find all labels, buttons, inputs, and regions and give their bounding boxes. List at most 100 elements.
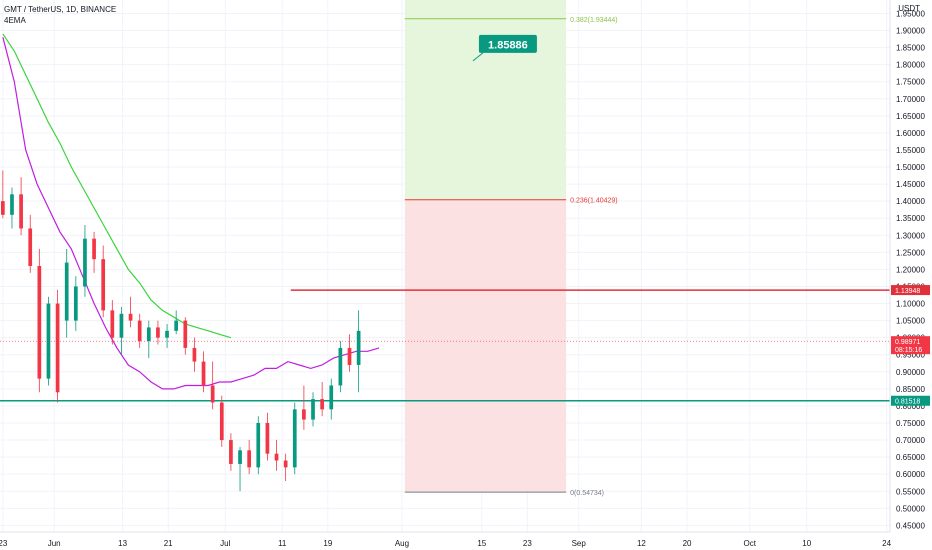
- fib-label: 0.382(1.93444): [570, 17, 617, 24]
- candle-body: [83, 238, 87, 287]
- candle-body: [292, 409, 297, 468]
- price-tick-label: 0.95000: [896, 351, 925, 360]
- price-tick-label: 1.10000: [896, 300, 925, 309]
- price-tick-label: 1.25000: [896, 248, 925, 257]
- price-tick-label: 0.55000: [896, 487, 925, 496]
- time-tick-label: 21: [164, 539, 173, 548]
- time-tick-label: 20: [683, 539, 692, 548]
- candle-body: [265, 422, 270, 454]
- time-tick-label: 13: [118, 539, 127, 548]
- horizontal-lines[interactable]: [0, 289, 890, 402]
- candle-body: [347, 347, 352, 365]
- ema-slow-line: [2, 33, 232, 339]
- candle-body: [210, 385, 215, 403]
- price-tick-label: 0.90000: [896, 368, 925, 377]
- time-tick-label: 15: [477, 539, 486, 548]
- target-pointer: [472, 52, 484, 62]
- time-tick-label: Sep: [572, 539, 587, 548]
- time-axis[interactable]: 23 Jun 13 21 Jul 11 19 Aug 15 23 Sep 12 20 Oct 10 24: [0, 531, 892, 548]
- candle-body: [156, 327, 160, 338]
- price-tick-label: 1.90000: [896, 27, 925, 36]
- candle-body: [73, 286, 78, 321]
- price-tick-label: 1.20000: [896, 265, 925, 274]
- symbol-title[interactable]: GMT / TetherUS, 1D, BINANCE: [4, 5, 117, 14]
- candle-body: [219, 402, 224, 441]
- reward-zone: [404, 0, 567, 200]
- candle-body: [37, 266, 42, 379]
- time-tick-label: Jun: [48, 539, 61, 548]
- risk-reward-zone[interactable]: [404, 0, 567, 493]
- time-tick-label: 11: [278, 539, 287, 548]
- candle-body: [119, 313, 124, 338]
- fib-label: 0.236(1.40429): [570, 198, 617, 205]
- candle-body: [165, 330, 169, 338]
- candle-body: [128, 313, 133, 321]
- indicator-label[interactable]: 4EMA: [4, 16, 26, 25]
- price-axis[interactable]: 1.95000 1.90000 1.85000 1.80000 1.75000 1.700…: [889, 0, 925, 532]
- candle-body: [201, 361, 206, 386]
- price-badge: [891, 395, 930, 406]
- candle-body: [320, 399, 324, 410]
- ema-lines: [2, 33, 380, 390]
- ema-fast-line: [2, 37, 380, 390]
- candle-body: [146, 327, 151, 342]
- candle-body: [338, 347, 343, 386]
- price-unit-label[interactable]: USDT: [898, 4, 920, 13]
- price-badge: [891, 336, 930, 355]
- target-box: [478, 34, 537, 53]
- candle-body: [302, 409, 306, 420]
- target-value: 1.85886: [488, 39, 528, 51]
- candle-body: [101, 259, 106, 311]
- price-badge-countdown: 08:15:16: [895, 347, 922, 354]
- candle-body: [0, 201, 5, 215]
- time-tick-label: 10: [802, 539, 811, 548]
- price-tick-label: 1.55000: [896, 146, 925, 155]
- candle-body: [329, 385, 334, 410]
- price-tick-label: 1.60000: [896, 129, 925, 138]
- price-tick-label: 1.45000: [896, 180, 925, 189]
- price-tick-label: 0.60000: [896, 470, 925, 479]
- candle-body: [10, 194, 14, 215]
- price-tick-label: 0.45000: [896, 521, 925, 530]
- candle-body: [28, 228, 33, 266]
- price-tick-label: 0.65000: [896, 453, 925, 462]
- time-tick-label: Jul: [220, 539, 230, 548]
- time-tick-label: 19: [323, 539, 332, 548]
- candle-body: [356, 330, 361, 365]
- fib-label: 0(0.54734): [570, 490, 604, 497]
- candlesticks: [0, 170, 361, 492]
- target-callout: 1.85886: [472, 34, 537, 62]
- candle-body: [274, 453, 279, 461]
- price-tick-label: 1.85000: [896, 44, 925, 53]
- candle-body: [46, 303, 51, 379]
- price-tick-label: 0.50000: [896, 504, 925, 513]
- price-badge-value: 1.13948: [895, 288, 920, 295]
- price-tick-label: 0.70000: [896, 436, 925, 445]
- time-tick-label: 24: [882, 539, 891, 548]
- time-tick-label: 23: [0, 539, 8, 548]
- time-tick-label: Aug: [395, 539, 409, 548]
- fib-levels: 0.382(1.93444) 0.236(1.40429) 0(0.54734): [404, 17, 618, 497]
- candle-body: [238, 450, 242, 464]
- candle-body: [110, 310, 115, 338]
- candle-body: [247, 450, 252, 468]
- price-tick-label: 0.80000: [896, 402, 925, 411]
- price-tick-label: 1.05000: [896, 317, 925, 326]
- price-tick-label: 0.75000: [896, 419, 925, 428]
- price-tick-label: 1.80000: [896, 61, 925, 70]
- candle-body: [55, 303, 60, 393]
- candle-body: [174, 320, 179, 331]
- risk-zone: [404, 199, 567, 493]
- candle-body: [311, 399, 315, 420]
- candle-body: [283, 460, 288, 468]
- time-tick-label: Oct: [744, 539, 757, 548]
- price-tick-label: 1.30000: [896, 231, 925, 240]
- price-tick-label: 1.35000: [896, 214, 925, 223]
- price-tick-label: 0.85000: [896, 385, 925, 394]
- candle-body: [64, 262, 69, 321]
- chart-header: GMT / TetherUS, 1D, BINANCE 4EMA: [4, 4, 116, 26]
- price-tick-label: 1.65000: [896, 112, 925, 121]
- candle-body: [183, 320, 188, 348]
